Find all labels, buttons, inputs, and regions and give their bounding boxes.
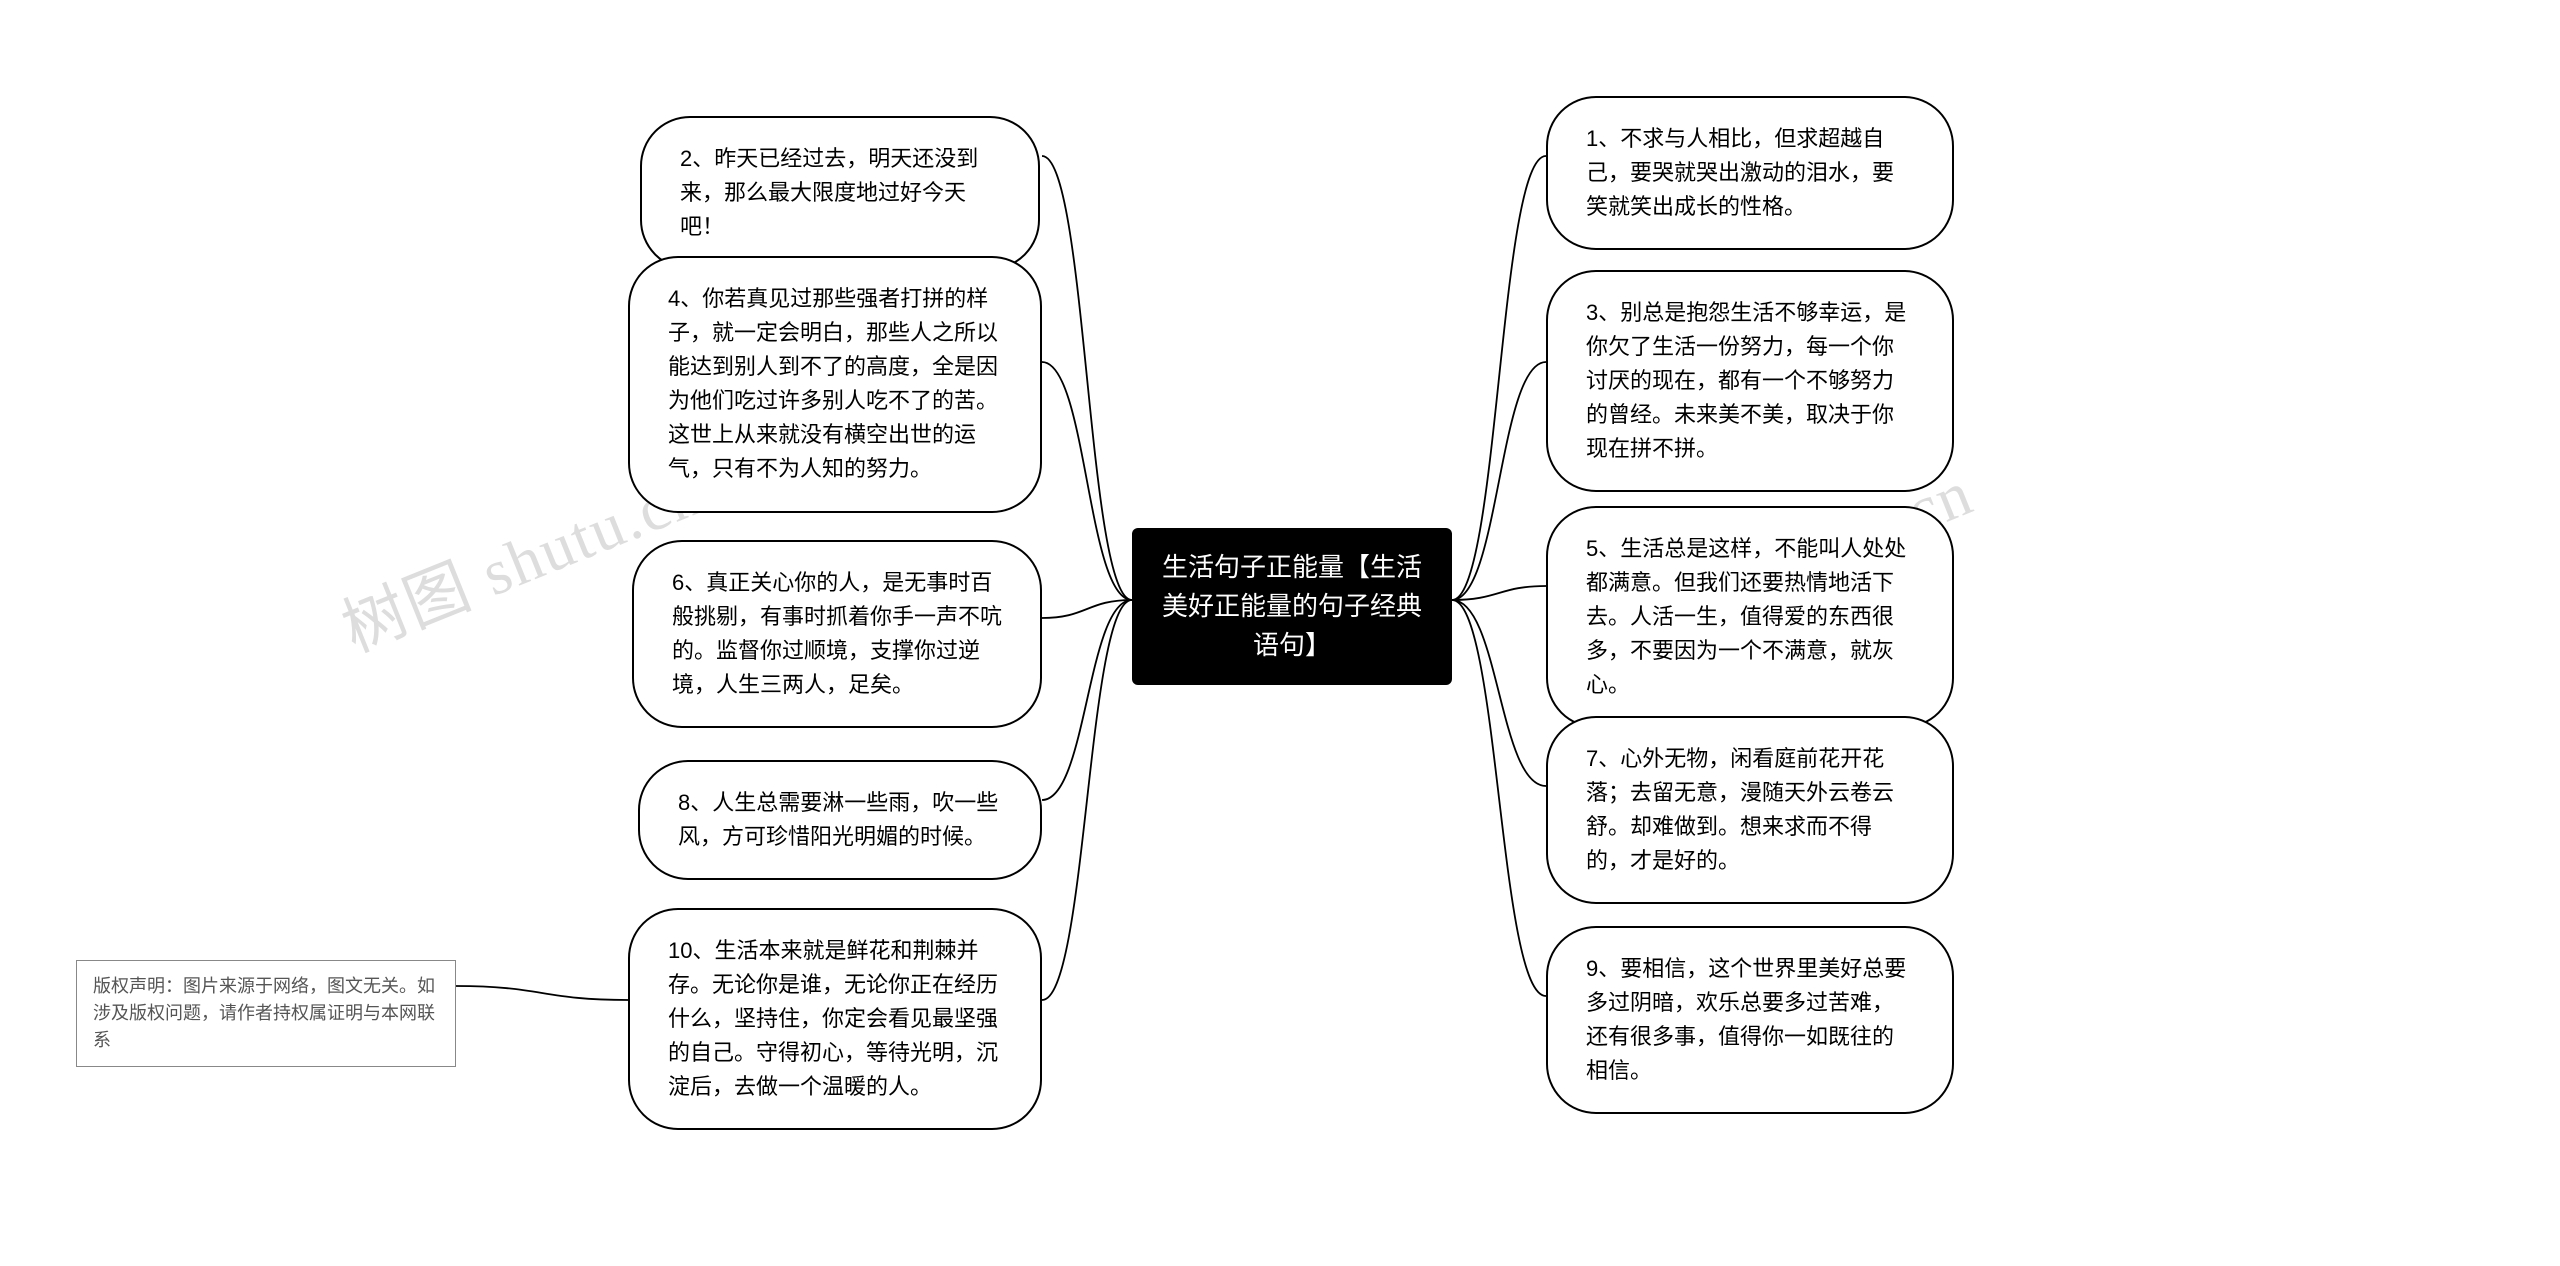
copyright-leaf: 版权声明：图片来源于网络，图文无关。如涉及版权问题，请作者持权属证明与本网联系 <box>76 960 456 1067</box>
right-branch-r7: 7、心外无物，闲看庭前花开花落；去留无意，漫随天外云卷云舒。却难做到。想来求而不… <box>1546 716 1954 904</box>
left-branch-l10: 10、生活本来就是鲜花和荆棘并存。无论你是谁，无论你正在经历什么，坚持住，你定会… <box>628 908 1042 1130</box>
left-branch-l8: 8、人生总需要淋一些雨，吹一些风，方可珍惜阳光明媚的时候。 <box>638 760 1042 880</box>
left-branch-l4: 4、你若真见过那些强者打拼的样子，就一定会明白，那些人之所以能达到别人到不了的高… <box>628 256 1042 513</box>
right-branch-r9: 9、要相信，这个世界里美好总要多过阴暗，欢乐总要多过苦难，还有很多事，值得你一如… <box>1546 926 1954 1114</box>
center-node: 生活句子正能量【生活美好正能量的句子经典语句】 <box>1132 528 1452 685</box>
right-branch-r5: 5、生活总是这样，不能叫人处处都满意。但我们还要热情地活下去。人活一生，值得爱的… <box>1546 506 1954 728</box>
left-branch-l6: 6、真正关心你的人，是无事时百般挑剔，有事时抓着你手一声不吭的。监督你过顺境，支… <box>632 540 1042 728</box>
left-branch-l2: 2、昨天已经过去，明天还没到来，那么最大限度地过好今天吧！ <box>640 116 1040 270</box>
right-branch-r1: 1、不求与人相比，但求超越自己，要哭就哭出激动的泪水，要笑就笑出成长的性格。 <box>1546 96 1954 250</box>
right-branch-r3: 3、别总是抱怨生活不够幸运，是你欠了生活一份努力，每一个你讨厌的现在，都有一个不… <box>1546 270 1954 492</box>
